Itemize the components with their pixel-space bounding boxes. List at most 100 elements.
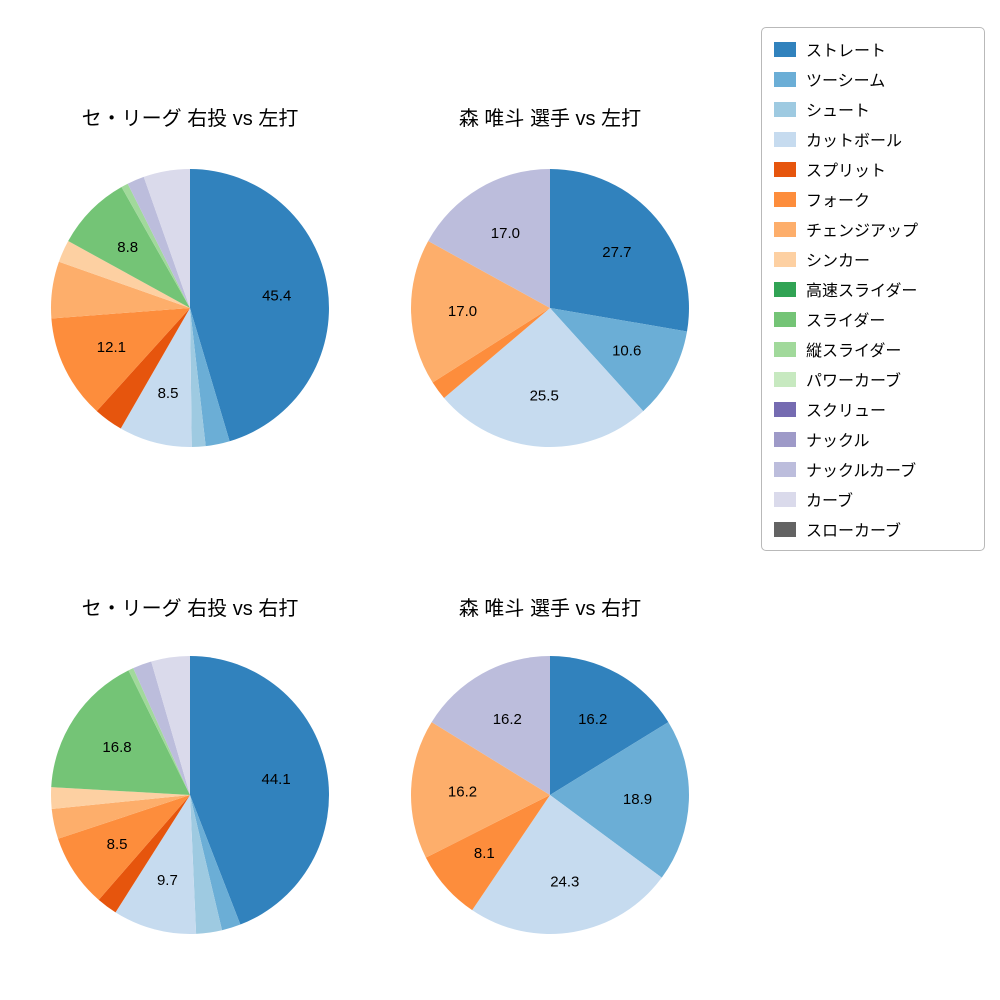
pie-slice [127, 176, 190, 308]
pie-slice-value-label: 12.1 [97, 339, 126, 356]
pie-slice [550, 169, 689, 332]
legend-swatch [774, 101, 796, 117]
legend-item: 高速スライダー [774, 278, 972, 300]
legend-item-label: ツーシーム [806, 73, 886, 90]
pie-slice [190, 795, 241, 931]
pie-slice [68, 187, 190, 308]
pie-slice [190, 795, 223, 934]
pie-slice [411, 241, 550, 383]
chart-title-player-vs-lhb: 森 唯斗 選手 vs 左打 [458, 108, 642, 130]
pie-slice [51, 795, 191, 839]
legend-swatch [774, 251, 796, 267]
legend-item-label: カットボール [806, 133, 903, 150]
legend-item: スクリュー [774, 398, 972, 420]
pie-slice [58, 795, 190, 900]
legend-item-label: スローカーブ [806, 523, 902, 540]
legend-item: カーブ [774, 488, 972, 510]
pie-slice [50, 787, 190, 809]
legend-item-label: スプリット [806, 163, 887, 180]
legend-swatch [774, 161, 796, 177]
legend-item-label: パワーカーブ [806, 373, 902, 390]
pie-slice-value-label: 45.4 [262, 288, 291, 305]
legend-swatch [774, 401, 796, 417]
chart-title-league-vs-lhb: セ・リーグ 右投 vs 左打 [81, 108, 299, 130]
pie-slice [410, 722, 550, 858]
legend-swatch [774, 41, 796, 57]
legend-item: スライダー [774, 308, 972, 330]
pie-slice [115, 795, 197, 935]
legend-item: カットボール [774, 128, 972, 150]
pie-slice [120, 308, 192, 448]
pie-slice-value-label: 16.2 [578, 711, 607, 728]
legend-swatch [774, 71, 796, 87]
pie-slice-value-label: 8.5 [158, 385, 179, 402]
legend-swatch [774, 371, 796, 387]
pie-slice-value-label: 8.5 [107, 836, 128, 853]
legend-item: ツーシーム [774, 68, 972, 90]
legend-item-label: 縦スライダー [806, 343, 902, 360]
pie-slice-value-label: 25.5 [530, 388, 559, 405]
pie-slice-value-label: 24.3 [550, 874, 579, 891]
pie-slice [472, 795, 662, 935]
pie-slice [432, 308, 550, 398]
pie-chart-player-vs-rhb: 16.2 18.9 24.3 8.1 16.2 16.2 [410, 656, 689, 935]
legend-item-label: ナックルカーブ [806, 463, 917, 480]
pie-slice-value-label: 18.9 [623, 791, 652, 808]
legend-item-label: ナックル [806, 433, 870, 450]
legend-item: シュート [774, 98, 972, 120]
pie-slice-value-label: 9.7 [157, 872, 178, 889]
legend-item-label: シンカー [806, 253, 871, 270]
pie-slice-value-label: 27.7 [602, 244, 631, 261]
legend-swatch [774, 521, 796, 537]
pie-slice-value-label: 44.1 [261, 771, 290, 788]
pie-chart-player-vs-lhb: 27.7 10.6 25.5 17.0 17.0 [411, 169, 689, 448]
legend-swatch [774, 341, 796, 357]
legend-swatch [774, 461, 796, 477]
chart-title-player-vs-rhb: 森 唯斗 選手 vs 右打 [458, 598, 642, 620]
legend-item-label: 高速スライダー [806, 283, 918, 300]
pie-chart-league-vs-rhb: 44.1 9.7 8.5 16.8 [50, 656, 330, 935]
pie-slice [550, 308, 687, 412]
pie-slice [444, 308, 644, 448]
pie-slice [151, 656, 190, 795]
legend-swatch [774, 281, 796, 297]
pie-slice-value-label: 16.8 [102, 739, 131, 756]
chart-title-league-vs-rhb: セ・リーグ 右投 vs 右打 [81, 598, 299, 620]
pie-slice-value-label: 8.8 [117, 239, 138, 256]
pie-slice [128, 668, 190, 795]
legend-item: 縦スライダー [774, 338, 972, 360]
legend-item: チェンジアップ [774, 218, 972, 240]
legend-item: ナックル [774, 428, 972, 450]
pie-slice [51, 308, 190, 412]
legend-item: スローカーブ [774, 518, 972, 540]
legend-swatch [774, 191, 796, 207]
legend-item-label: ストレート [806, 43, 887, 60]
legend-swatch [774, 491, 796, 507]
pie-slice [190, 169, 329, 442]
pie-slice [58, 241, 190, 308]
pie-slice-value-label: 17.0 [448, 303, 477, 320]
pie-slice-value-label: 16.2 [448, 784, 477, 801]
pie-slice-value-label: 17.0 [491, 225, 520, 242]
pie-slice [431, 656, 550, 795]
legend-swatch [774, 221, 796, 237]
pie-slice [133, 661, 190, 795]
pie-slice [96, 308, 190, 429]
pie-slice [143, 169, 190, 308]
pie-slice [190, 308, 206, 447]
pie-slice [50, 261, 191, 319]
legend-item-label: カーブ [806, 493, 854, 510]
legend-item: ストレート [774, 38, 972, 60]
legend-item: シンカー [774, 248, 972, 270]
pie-slice [190, 656, 330, 925]
legend-item-label: スクリュー [806, 403, 887, 420]
legend-item: パワーカーブ [774, 368, 972, 390]
pie-slice [425, 795, 550, 911]
pie-slice [98, 795, 190, 913]
pie-slice [550, 656, 669, 795]
legend-swatch [774, 431, 796, 447]
pie-slice-value-label: 10.6 [612, 342, 641, 359]
legend-item-label: シュート [806, 103, 871, 120]
legend: ストレート ツーシーム シュート カットボール スプリット フォーク チェンジアップ シンカー… [761, 27, 985, 551]
